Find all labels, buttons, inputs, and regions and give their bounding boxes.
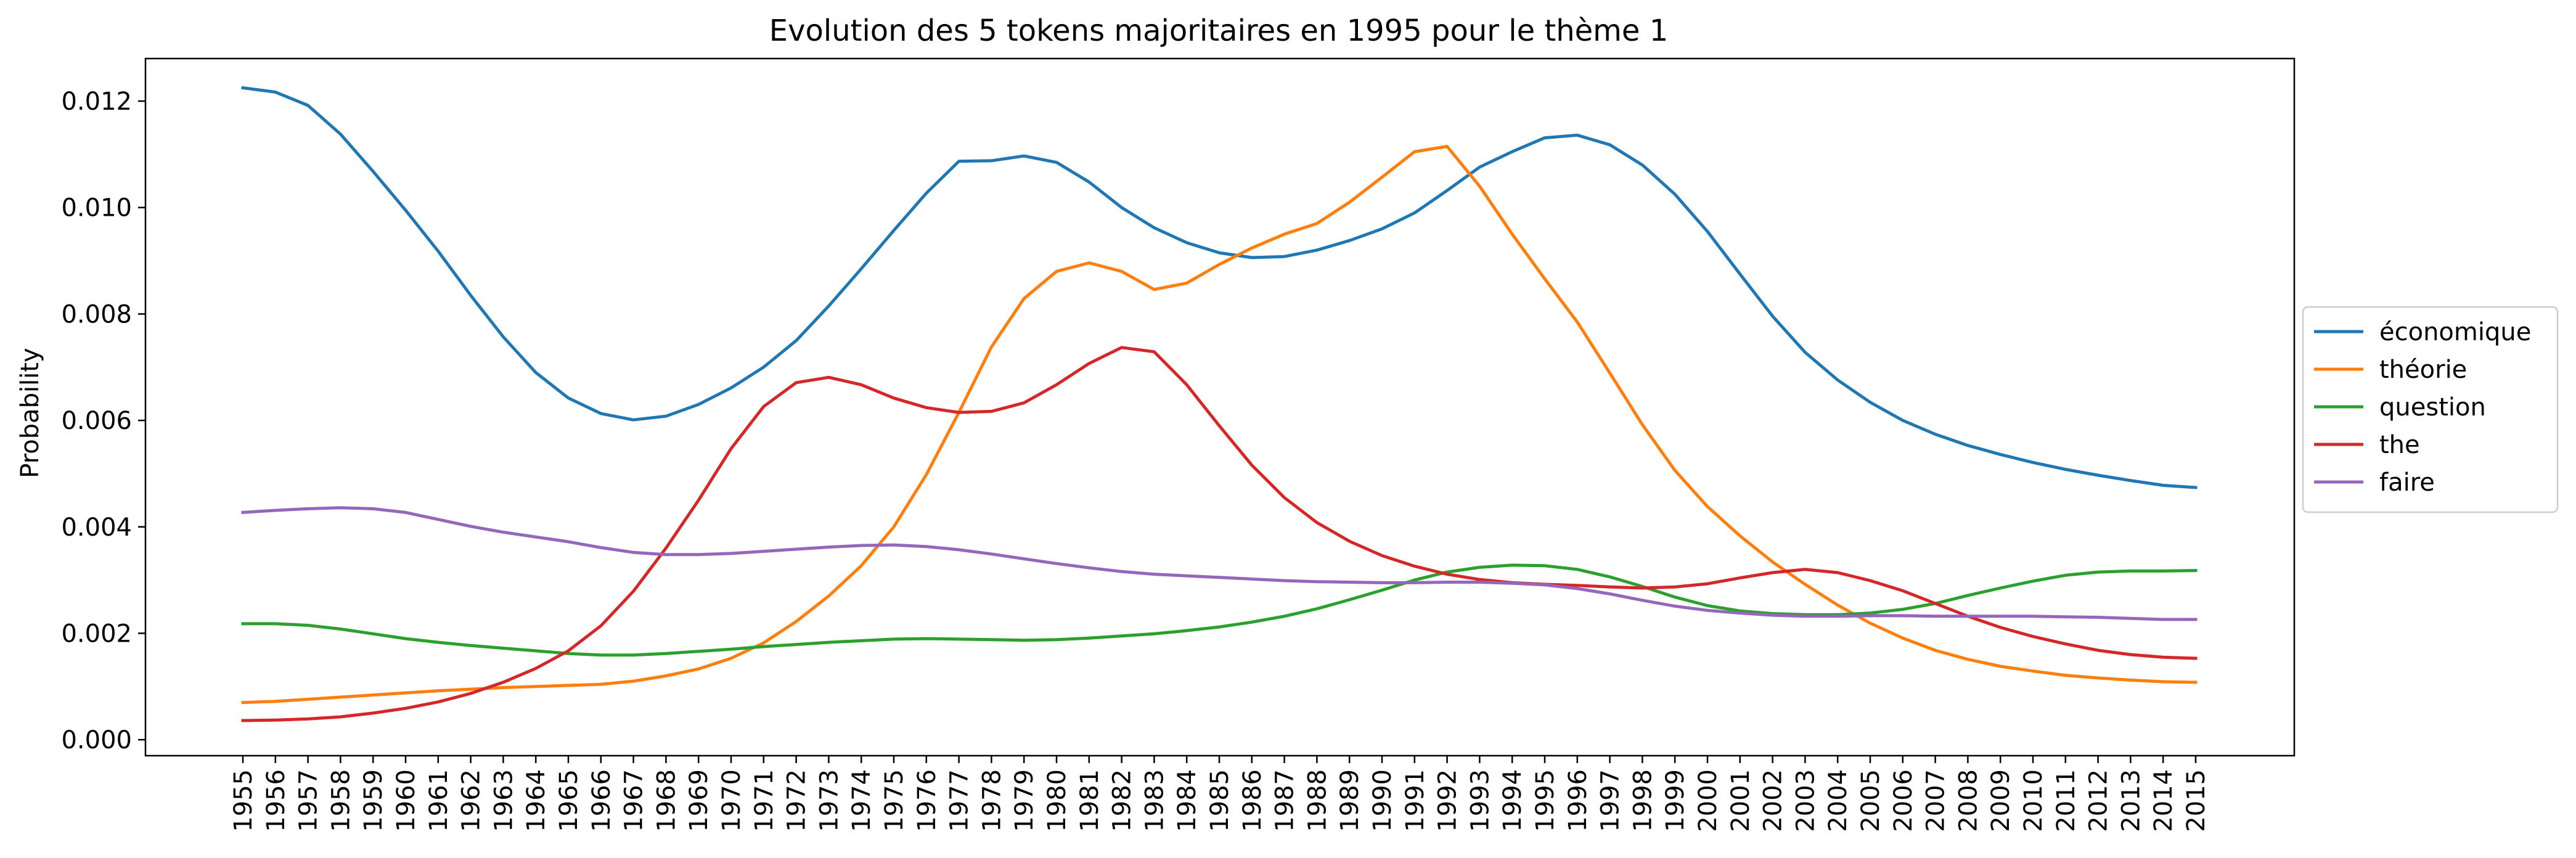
x-tick-label: 1978 [978, 769, 1006, 832]
x-tick-label: 1987 [1271, 769, 1299, 832]
y-tick-label: 0.000 [61, 726, 132, 754]
x-tick-label: 2006 [1889, 769, 1918, 832]
x-tick-label: 2015 [2182, 769, 2210, 832]
x-tick-label: 1956 [262, 769, 290, 832]
x-tick-label: 1968 [652, 769, 681, 832]
x-tick-label: 2013 [2117, 769, 2145, 832]
y-tick-label: 0.012 [61, 88, 132, 116]
legend-label-faire: faire [2379, 468, 2435, 497]
legend-label-question: question [2379, 393, 2486, 422]
x-tick-label: 2011 [2052, 769, 2080, 832]
legend-label-the: the [2379, 431, 2420, 459]
x-tick-label: 1964 [522, 769, 550, 832]
x-tick-label: 1993 [1466, 769, 1494, 832]
x-tick-label: 1997 [1597, 769, 1625, 832]
series-line-faire [241, 506, 2198, 621]
y-tick-label: 0.006 [61, 407, 132, 435]
legend-label-économique: économique [2379, 318, 2531, 346]
x-tick-label: 2007 [1922, 769, 1950, 832]
x-tick-label: 1979 [1010, 769, 1039, 832]
x-tick-label: 2001 [1727, 769, 1755, 832]
legend-frame [2302, 306, 2559, 513]
x-tick-label: 1989 [1336, 769, 1364, 832]
x-tick-label: 1992 [1434, 769, 1462, 832]
x-tick-label: 1963 [489, 769, 518, 832]
y-tick-label: 0.002 [61, 619, 132, 648]
x-tick-label: 1969 [685, 769, 713, 832]
x-tick-label: 1981 [1076, 769, 1104, 832]
x-tick-label: 2014 [2149, 769, 2178, 832]
x-tick-label: 1959 [359, 769, 388, 832]
x-tick-label: 1965 [555, 769, 583, 832]
x-tick-label: 1977 [946, 769, 974, 832]
plot-area [241, 86, 2198, 722]
x-tick-label: 1975 [880, 769, 909, 832]
x-tick-label: 1982 [1108, 769, 1137, 832]
x-tick-label: 1967 [620, 769, 648, 832]
x-tick-label: 1961 [425, 769, 453, 832]
x-tick-label: 1958 [327, 769, 355, 832]
x-tick-label: 1988 [1303, 769, 1331, 832]
x-tick-label: 1991 [1401, 769, 1429, 832]
x-tick-label: 2012 [2085, 769, 2113, 832]
x-tick-label: 1960 [392, 769, 420, 832]
series-line-théorie [241, 145, 2198, 705]
x-tick-label: 1957 [295, 769, 323, 832]
x-tick-label: 2008 [1954, 769, 1982, 832]
x-tick-label: 1962 [457, 769, 486, 832]
x-tick-label: 1994 [1499, 769, 1527, 832]
y-tick-label: 0.010 [61, 194, 132, 223]
x-tick-label: 1955 [229, 769, 258, 832]
series-line-question [241, 563, 2198, 657]
x-tick-label: 1970 [718, 769, 746, 832]
x-tick-label: 1990 [1368, 769, 1397, 832]
x-tick-label: 1972 [783, 769, 811, 832]
x-tick-label: 1976 [913, 769, 941, 832]
x-tick-label: 1995 [1531, 769, 1560, 832]
x-tick-label: 1980 [1043, 769, 1071, 832]
chart-title: Evolution des 5 tokens majoritaires en 1… [769, 14, 1668, 48]
x-tick-label: 2009 [1987, 769, 2015, 832]
y-tick-label: 0.004 [61, 513, 132, 542]
series-line-the [241, 346, 2198, 722]
x-tick-label: 2003 [1791, 769, 1820, 832]
y-tick-label: 0.008 [61, 300, 132, 329]
x-tick-label: 1983 [1140, 769, 1169, 832]
series-line-économique [241, 86, 2198, 489]
y-axis-label: Probability [16, 348, 44, 478]
x-tick-label: 1985 [1206, 769, 1234, 832]
x-tick-label: 2004 [1824, 769, 1852, 832]
legend: économique théorie question the faire [2302, 306, 2559, 513]
x-tick-label: 2010 [2019, 769, 2048, 832]
x-tick-label: 1998 [1629, 769, 1657, 832]
x-tick-label: 1974 [848, 769, 876, 832]
x-tick-label: 2005 [1857, 769, 1885, 832]
x-tick-label: 1996 [1564, 769, 1592, 832]
x-tick-label: 1971 [750, 769, 779, 832]
x-tick-label: 2002 [1759, 769, 1788, 832]
x-tick-label: 2000 [1694, 769, 1722, 832]
x-tick-label: 1966 [587, 769, 616, 832]
legend-label-théorie: théorie [2379, 356, 2467, 384]
x-tick-label: 1984 [1173, 769, 1201, 832]
x-tick-label: 1999 [1661, 769, 1690, 832]
x-tick-label: 1986 [1238, 769, 1267, 832]
plot-frame [144, 57, 2296, 757]
x-tick-label: 1973 [815, 769, 843, 832]
